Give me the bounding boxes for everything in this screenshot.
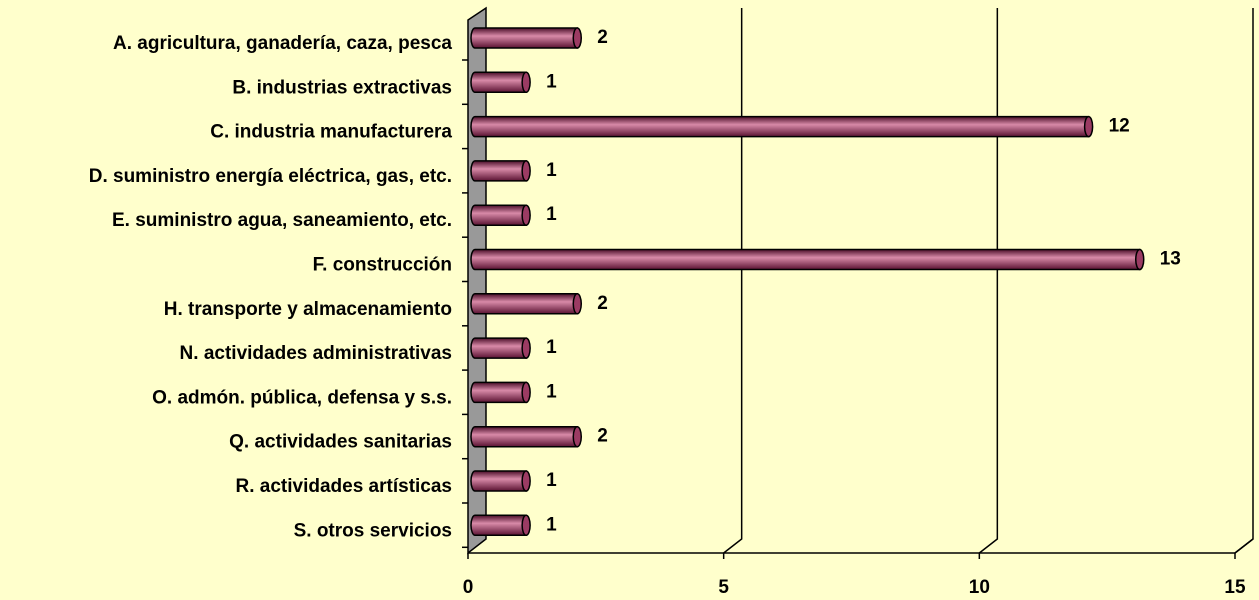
value-label: 12 (1109, 116, 1130, 137)
y-tick-label: R. actividades artísticas (236, 476, 453, 497)
value-label: 2 (597, 426, 608, 447)
grid-line (723, 8, 743, 554)
y-tick-label: N. actividades administrativas (180, 343, 452, 364)
value-label: 2 (597, 27, 608, 48)
x-tick-label: 0 (463, 577, 474, 598)
value-label: 2 (597, 293, 608, 314)
bar (470, 381, 531, 404)
left-wall (467, 6, 487, 555)
bar (470, 27, 583, 49)
bar (470, 470, 531, 492)
value-label: 1 (546, 470, 557, 491)
y-tick-label: A. agricultura, ganadería, caza, pesca (113, 33, 452, 54)
bar (470, 337, 531, 359)
y-tick-label: Q. actividades sanitarias (229, 432, 452, 453)
y-tick-label: S. otros servicios (294, 520, 452, 541)
bar (470, 293, 583, 315)
y-tick-label: O. admón. pública, defensa y s.s. (152, 387, 452, 408)
value-label: 13 (1160, 249, 1181, 270)
y-tick-label: C. industria manufacturera (210, 122, 452, 143)
value-label: 1 (546, 160, 557, 181)
floor (468, 538, 1254, 554)
bar (470, 425, 583, 448)
x-tick-label: 15 (1224, 577, 1246, 598)
bar (470, 115, 1094, 138)
x-tick-label: 10 (969, 577, 990, 598)
value-label: 1 (546, 514, 557, 535)
y-tick-label: D. suministro energía eléctrica, gas, et… (89, 166, 452, 187)
x-tick-label: 5 (718, 577, 729, 598)
y-tick-label: E. suministro agua, saneamiento, etc. (112, 210, 452, 231)
bar (470, 71, 531, 94)
y-tick-label: B. industrias extractivas (232, 77, 452, 98)
y-tick-label: H. transporte y almacenamiento (164, 299, 452, 320)
grid-line (1234, 8, 1254, 554)
bar (470, 248, 1145, 271)
value-label: 1 (546, 204, 557, 225)
bar (470, 514, 531, 537)
value-label: 1 (546, 337, 557, 358)
value-label: 1 (546, 381, 557, 402)
y-tick-label: F. construcción (313, 255, 452, 276)
bar (470, 160, 531, 182)
bar (470, 204, 531, 226)
grid-line (978, 8, 999, 554)
value-label: 1 (546, 71, 557, 92)
